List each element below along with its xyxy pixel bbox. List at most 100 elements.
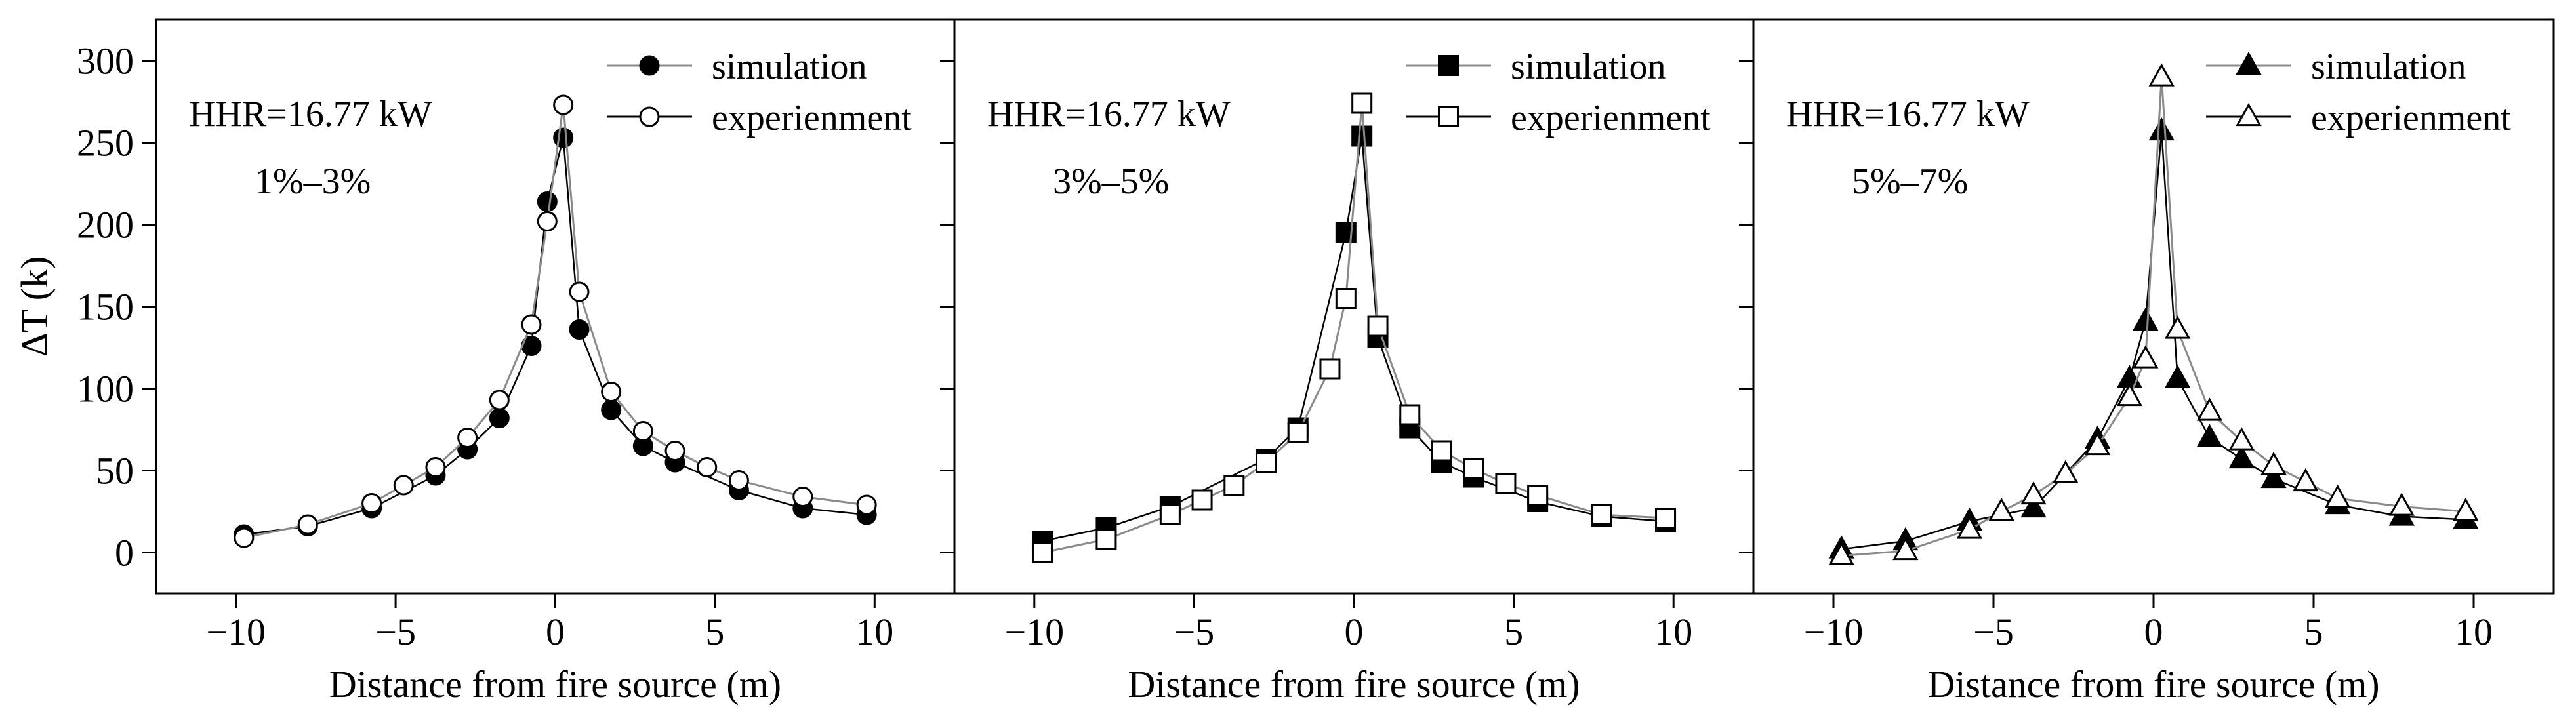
data-point — [1191, 489, 1213, 511]
data-point — [2148, 117, 2175, 141]
data-point — [2260, 464, 2287, 489]
x-tick-label: 0 — [546, 611, 565, 653]
data-point — [1495, 473, 1517, 494]
data-point — [1319, 358, 1341, 380]
x-tick-label: 5 — [705, 611, 724, 653]
data-point — [2196, 424, 2223, 447]
data-point — [2228, 427, 2255, 451]
data-point — [1351, 92, 1373, 114]
data-point — [361, 493, 382, 513]
x-tick-label: 10 — [1654, 611, 1692, 653]
data-point — [1956, 515, 1983, 539]
series-experienment — [1031, 92, 1677, 563]
data-point — [856, 494, 877, 515]
data-point — [2053, 460, 2079, 483]
legend-label: experienment — [2311, 98, 2511, 138]
data-point — [2260, 451, 2287, 475]
hhr-annotation: HHR=16.77 kW — [1786, 94, 2030, 134]
x-axis-label: Distance from fire source (m) — [329, 663, 781, 706]
data-point — [425, 457, 446, 477]
data-point — [2388, 492, 2415, 516]
hhr-annotation: HHR=16.77 kW — [987, 94, 1231, 134]
data-point — [2164, 365, 2191, 388]
data-point — [234, 527, 255, 548]
data-point — [1287, 422, 1309, 443]
legend-marker — [639, 55, 660, 76]
data-point — [2164, 315, 2191, 339]
range-annotation: 5%–7% — [1852, 161, 1968, 202]
range-annotation: 1%–3% — [255, 161, 371, 202]
data-point — [489, 408, 510, 428]
data-point — [2020, 481, 2047, 505]
data-point — [601, 399, 622, 420]
hhr-annotation: HHR=16.77 kW — [189, 94, 432, 134]
legend-label: simulation — [712, 47, 867, 87]
data-point — [537, 211, 558, 231]
data-point — [1527, 485, 1549, 506]
legend-label: experienment — [712, 98, 912, 138]
legend-marker — [1438, 106, 1459, 127]
data-point — [1031, 542, 1053, 563]
data-point — [2228, 445, 2255, 469]
x-axis-label: Distance from fire source (m) — [1128, 663, 1580, 706]
data-point — [2133, 307, 2159, 331]
x-tick-label: 5 — [2304, 611, 2323, 653]
legend-label: experienment — [1511, 98, 1711, 138]
data-point — [2324, 484, 2351, 508]
legend-marker — [1438, 55, 1459, 76]
x-tick-label: 0 — [2144, 611, 2163, 653]
legend-label: simulation — [1511, 47, 1666, 87]
x-tick-label: −5 — [375, 611, 416, 653]
y-tick-label: 100 — [77, 368, 134, 411]
y-tick-label: 150 — [77, 286, 134, 329]
legend-marker — [639, 106, 660, 127]
data-point — [553, 94, 574, 115]
x-tick-label: 0 — [1345, 611, 1364, 653]
chart-panel-2: −10 −5 0 5 10 Distance from fire source (m) HH… — [940, 18, 1755, 706]
data-point — [489, 390, 510, 411]
data-point — [2453, 497, 2479, 521]
data-point — [1223, 475, 1245, 496]
data-point — [1591, 504, 1612, 525]
legend-entry-1: simulation — [1406, 47, 1666, 87]
data-point — [297, 514, 318, 535]
x-tick-label: −10 — [206, 611, 266, 653]
data-point — [521, 314, 542, 335]
data-point — [664, 441, 685, 461]
data-point — [1988, 497, 2014, 521]
data-point — [537, 191, 558, 212]
legend-label: simulation — [2311, 47, 2466, 87]
data-point — [393, 475, 414, 496]
data-point — [1655, 508, 1677, 529]
legend-entry-1: simulation — [2206, 47, 2466, 87]
data-point — [601, 382, 622, 402]
data-point — [728, 470, 749, 491]
x-tick-label: −5 — [1174, 611, 1215, 653]
legend-entry-1: simulation — [607, 47, 867, 87]
series-experienment — [234, 94, 877, 548]
data-point — [569, 319, 590, 340]
data-point — [1351, 125, 1373, 147]
data-point — [1463, 458, 1484, 479]
range-annotation: 3%–5% — [1053, 161, 1169, 202]
series-line — [1042, 136, 1666, 542]
data-point — [1256, 452, 1277, 473]
data-point — [2293, 468, 2319, 492]
data-point — [697, 457, 718, 477]
data-point — [2020, 494, 2047, 518]
x-tick-label: 10 — [855, 611, 893, 653]
y-tick-label: 250 — [77, 122, 134, 165]
y-axis-label: ΔT (k) — [13, 256, 56, 357]
series-experienment — [1828, 63, 2479, 565]
x-tick-label: −5 — [1973, 611, 2014, 653]
x-tick-label: −10 — [1804, 611, 1864, 653]
data-point — [457, 428, 478, 448]
data-point — [1431, 440, 1452, 462]
y-tick-label: 0 — [115, 532, 134, 574]
legend-entry-2: experienment — [607, 98, 912, 138]
y-tick-label: 50 — [96, 450, 134, 492]
legend-entry-2: experienment — [1406, 98, 1711, 138]
